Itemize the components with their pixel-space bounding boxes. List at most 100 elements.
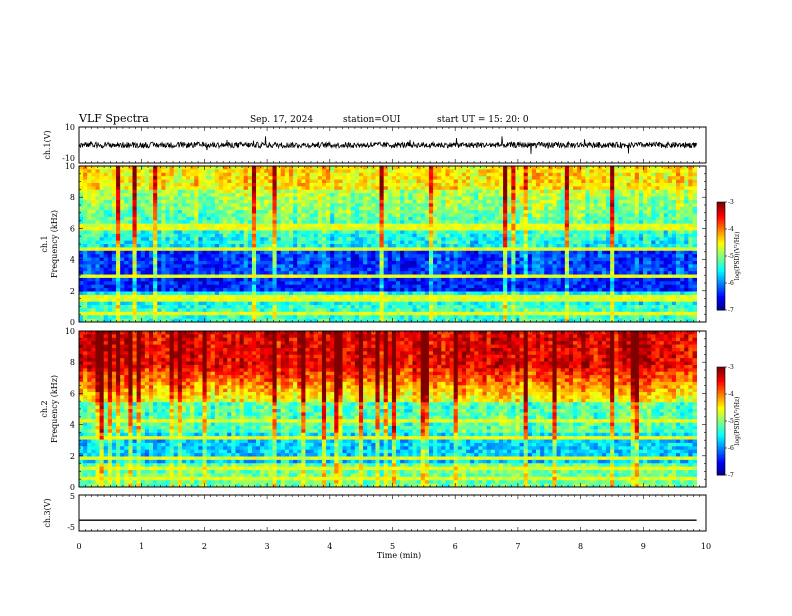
- spectrogram-cell: [454, 312, 459, 316]
- spectrogram-cell: [153, 234, 158, 238]
- spectrogram-cell: [190, 210, 195, 214]
- spectrogram-cell: [392, 193, 397, 197]
- spectrogram-cell: [264, 295, 269, 299]
- spectrogram-cell: [277, 213, 282, 217]
- spectrogram-cell: [355, 193, 360, 197]
- spectrogram-cell: [466, 210, 471, 214]
- spectrogram-cell: [478, 268, 483, 272]
- spectrogram-cell: [87, 224, 92, 228]
- spectrogram-cell: [330, 298, 335, 302]
- spectrogram-cell: [483, 288, 488, 292]
- spectrogram-cell: [87, 254, 92, 258]
- spectrogram-cell: [178, 193, 183, 197]
- spectrogram-cell: [186, 281, 191, 285]
- spectrogram-cell: [297, 197, 302, 201]
- spectrogram-cell: [178, 302, 183, 306]
- spectrogram-cell: [322, 193, 327, 197]
- spectrogram-cell: [219, 258, 224, 262]
- spectrogram-cell: [198, 180, 203, 184]
- spectrogram-cell: [153, 224, 158, 228]
- spectrogram-cell: [408, 244, 413, 248]
- spectrogram-cell: [165, 264, 170, 268]
- spectrogram-cell: [235, 203, 240, 207]
- spectrogram-cell: [355, 251, 360, 255]
- spectrogram-cell: [95, 308, 100, 312]
- spectrogram-cell: [425, 173, 430, 177]
- spectrogram-cell: [190, 278, 195, 282]
- spectrogram-cell: [347, 200, 352, 204]
- spectrogram-cell: [491, 180, 496, 184]
- spectrogram-cell: [400, 302, 405, 306]
- spectrogram-cell: [141, 295, 146, 299]
- spectrogram-cell: [408, 186, 413, 190]
- spectrogram-cell: [400, 176, 405, 180]
- spectrogram-cell: [252, 210, 257, 214]
- spectrogram-cell: [128, 291, 133, 295]
- spectrogram-cell: [79, 213, 84, 217]
- spectrogram-cell: [355, 197, 360, 201]
- spectrogram-cell: [149, 183, 154, 187]
- spectrogram-cell: [194, 258, 199, 262]
- spectrogram-cell: [256, 264, 261, 268]
- spectrogram-cell: [219, 190, 224, 194]
- spectrogram-cell: [417, 241, 422, 245]
- spectrogram-cell: [380, 244, 385, 248]
- spectrogram-cell: [264, 247, 269, 251]
- spectrogram-cell: [203, 173, 208, 177]
- spectrogram-cell: [503, 173, 508, 177]
- spectrogram-cell: [454, 203, 459, 207]
- spectrogram-cell: [343, 315, 348, 319]
- spectrogram-cell: [215, 281, 220, 285]
- spectrogram-cell: [392, 302, 397, 306]
- spectrogram-cell: [260, 176, 265, 180]
- spectrogram-cell: [310, 220, 315, 224]
- spectrogram-cell: [359, 315, 364, 319]
- spectrogram-cell: [137, 258, 142, 262]
- spectrogram-cell: [178, 241, 183, 245]
- spectrogram-cell: [153, 315, 158, 319]
- spectrogram-cell: [363, 288, 368, 292]
- spectrogram-cell: [256, 197, 261, 201]
- spectrogram-cell: [413, 183, 418, 187]
- spectrogram-cell: [437, 278, 442, 282]
- spectrogram-cell: [256, 224, 261, 228]
- spectrogram-cell: [326, 200, 331, 204]
- spectrogram-cell: [343, 200, 348, 204]
- spectrogram-cell: [260, 258, 265, 262]
- spectrogram-cell: [437, 275, 442, 279]
- spectrogram-cell: [450, 237, 455, 241]
- spectrogram-cell: [231, 176, 236, 180]
- spectrogram-cell: [79, 234, 84, 238]
- spectrogram-cell: [495, 183, 500, 187]
- spectrogram-cell: [474, 180, 479, 184]
- spectrogram-cell: [355, 295, 360, 299]
- spectrogram-cell: [483, 237, 488, 241]
- spectrogram-cell: [495, 203, 500, 207]
- spectrogram-cell: [157, 227, 162, 231]
- spectrogram-cell: [153, 288, 158, 292]
- spectrogram-cell: [178, 305, 183, 309]
- spectrogram-cell: [371, 241, 376, 245]
- spectrogram-cell: [170, 312, 175, 316]
- spectrogram-cell: [408, 295, 413, 299]
- spectrogram-cell: [433, 213, 438, 217]
- spectrogram-cell: [305, 217, 310, 221]
- spectrogram-cell: [363, 251, 368, 255]
- spectrogram-cell: [404, 298, 409, 302]
- spectrogram-cell: [293, 281, 298, 285]
- spectrogram-cell: [310, 210, 315, 214]
- spectrogram-cell: [429, 295, 434, 299]
- spectrogram-cell: [149, 285, 154, 289]
- spectrogram-cell: [198, 288, 203, 292]
- spectrogram-cell: [458, 220, 463, 224]
- spectrogram-cell: [318, 230, 323, 234]
- spectrogram-cell: [318, 166, 323, 170]
- spectrogram-cell: [491, 305, 496, 309]
- spectrogram-cell: [231, 217, 236, 221]
- spectrogram-cell: [100, 302, 105, 306]
- spectrogram-cell: [499, 308, 504, 312]
- spectrogram-cell: [141, 308, 146, 312]
- spectrogram-cell: [483, 183, 488, 187]
- spectrogram-cell: [454, 288, 459, 292]
- spectrogram-cell: [400, 234, 405, 238]
